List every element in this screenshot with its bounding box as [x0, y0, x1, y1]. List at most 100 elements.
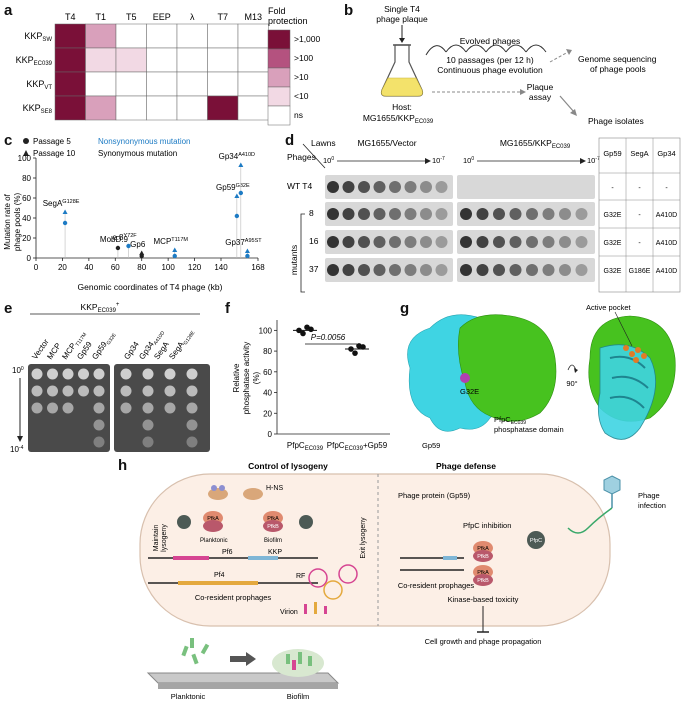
panel-letter-b: b	[344, 2, 354, 19]
plaque-spot	[435, 236, 448, 248]
genome-seq-text: Genome sequencing	[578, 54, 657, 64]
spot	[62, 368, 74, 380]
legend-label: >10	[294, 72, 309, 82]
legend-swatch	[267, 29, 291, 50]
plaque-spot	[404, 208, 417, 220]
legend-title-fold: Fold	[268, 6, 286, 16]
panel-letter-d: d	[285, 132, 295, 149]
panel-e-spot-assay: KKPEC039+ VectorMCPMCPT117MGp59Gp59G32EG…	[10, 302, 210, 454]
plaque-spot	[493, 208, 505, 220]
rf-label: RF	[296, 573, 305, 580]
panel-h-schematic: Control of lysogeny Phage defense H-NS M…	[139, 461, 666, 701]
y-tick: 20	[22, 234, 31, 243]
plaque-spot	[420, 264, 432, 276]
passage-10-point	[172, 247, 178, 252]
y-tick: 60	[263, 368, 272, 377]
x-tick: 40	[84, 263, 93, 272]
plaque-spot	[435, 264, 448, 276]
plaque-spot	[509, 208, 522, 220]
panel-letter-a: a	[4, 2, 13, 19]
plaque-spot	[404, 181, 417, 193]
heatmap-cell	[176, 71, 208, 97]
heatmap-cell	[237, 95, 269, 121]
dilution-end-vector: 10-7	[432, 156, 445, 165]
y-axis-label: Mutation rate of	[3, 193, 12, 249]
table-cell: -	[638, 212, 641, 219]
table-cell: -	[638, 185, 641, 192]
pfka-right: PfkA	[267, 516, 279, 522]
heatmap-cell	[115, 23, 147, 49]
passage-10-point	[238, 162, 244, 167]
column-label: SegAG128E	[167, 327, 197, 363]
spot	[47, 402, 58, 414]
pfpc-right: PfpC	[530, 538, 542, 544]
heatmap-cell	[237, 47, 269, 73]
phosphatase-label: phosphatase domain	[494, 425, 564, 434]
table-cell: G32E	[604, 212, 622, 219]
heatmap-cell	[54, 71, 86, 97]
row-head-1: KKPEC039	[16, 55, 53, 67]
pfpc-label: PfpCEC039	[494, 415, 526, 426]
x-tick: 120	[188, 263, 202, 272]
heatmap-cell	[115, 71, 147, 97]
col-head-4: λ	[190, 12, 195, 22]
plaque-spot	[509, 264, 522, 276]
plaque-spot	[342, 181, 355, 193]
heatmap-cell	[146, 95, 178, 121]
pfkb-r1: PfkB	[477, 554, 489, 560]
legend-passage-5: Passage 5	[33, 137, 71, 146]
inhibition-label: PfpC inhibition	[463, 521, 511, 530]
mutation-label: e.8Y72F	[112, 233, 137, 242]
col-head-5: T7	[217, 12, 228, 22]
plaque-spot	[389, 208, 401, 220]
heatmap-cell	[176, 47, 208, 73]
heatmap-cells	[54, 23, 269, 121]
heatmap-cell	[207, 23, 239, 49]
passages-text: 10 passages (per 12 h)	[446, 55, 534, 65]
plaque-spot	[420, 181, 432, 193]
panel-letter-e: e	[4, 300, 13, 317]
y-tick: 20	[263, 409, 272, 418]
rotate-label: 90°	[566, 379, 577, 388]
heatmap-cell	[85, 47, 117, 73]
plaque-spot	[493, 264, 505, 276]
plaque-spot	[358, 236, 370, 248]
evolved-phages-text: Evolved phages	[460, 36, 521, 46]
y-label-2: phosphatase activity	[242, 342, 251, 415]
spot	[142, 368, 154, 380]
data-point	[308, 326, 314, 333]
passage-10-point	[234, 193, 240, 198]
panel-e-header: KKPEC039+	[81, 302, 120, 314]
x-tick: 60	[111, 263, 120, 272]
mutation-label: MCPT117M	[154, 237, 189, 246]
x-axis-label: Genomic coordinates of T4 phage (kb)	[78, 282, 223, 292]
host-label: Host:	[392, 102, 412, 112]
gp59-label: Gp59	[422, 441, 440, 450]
plaque-spot	[526, 236, 538, 248]
plaque-spot	[373, 208, 386, 220]
plaque-spot	[389, 264, 401, 276]
single-plaque-text-2: phage plaque	[376, 14, 428, 24]
p-value: P=0.0056	[311, 333, 346, 342]
phage-row-label: 37	[309, 264, 319, 274]
plaque-spot	[420, 208, 432, 220]
spot	[142, 436, 154, 448]
plaque-spot	[435, 181, 448, 193]
phage-row-label: 8	[309, 208, 314, 218]
virion-label: Virion	[280, 609, 298, 616]
plaque-rows: WT T4 8 16 37	[287, 175, 595, 282]
panel-c-chart: Passage 5 Passage 10 Nonsynonymous mutat…	[3, 137, 265, 292]
row-head-3: KKPSE8	[23, 103, 53, 115]
pfpc-icon-left	[177, 515, 313, 529]
hns-label: H-NS	[266, 485, 283, 492]
heatmap-cell	[176, 95, 208, 121]
plaque-spot	[542, 236, 555, 248]
group-2-label: PfpCEC039+Gp59	[327, 441, 388, 452]
legend-nonsyn: Nonsynonymous mutation	[98, 137, 191, 146]
y-tick: 0	[27, 254, 32, 263]
pfkb-right: PfkB	[267, 524, 279, 530]
biofilm-label: Biofilm	[287, 692, 310, 701]
passage-5-point	[172, 253, 177, 259]
mutation-label: Gp34A410D	[219, 152, 255, 161]
